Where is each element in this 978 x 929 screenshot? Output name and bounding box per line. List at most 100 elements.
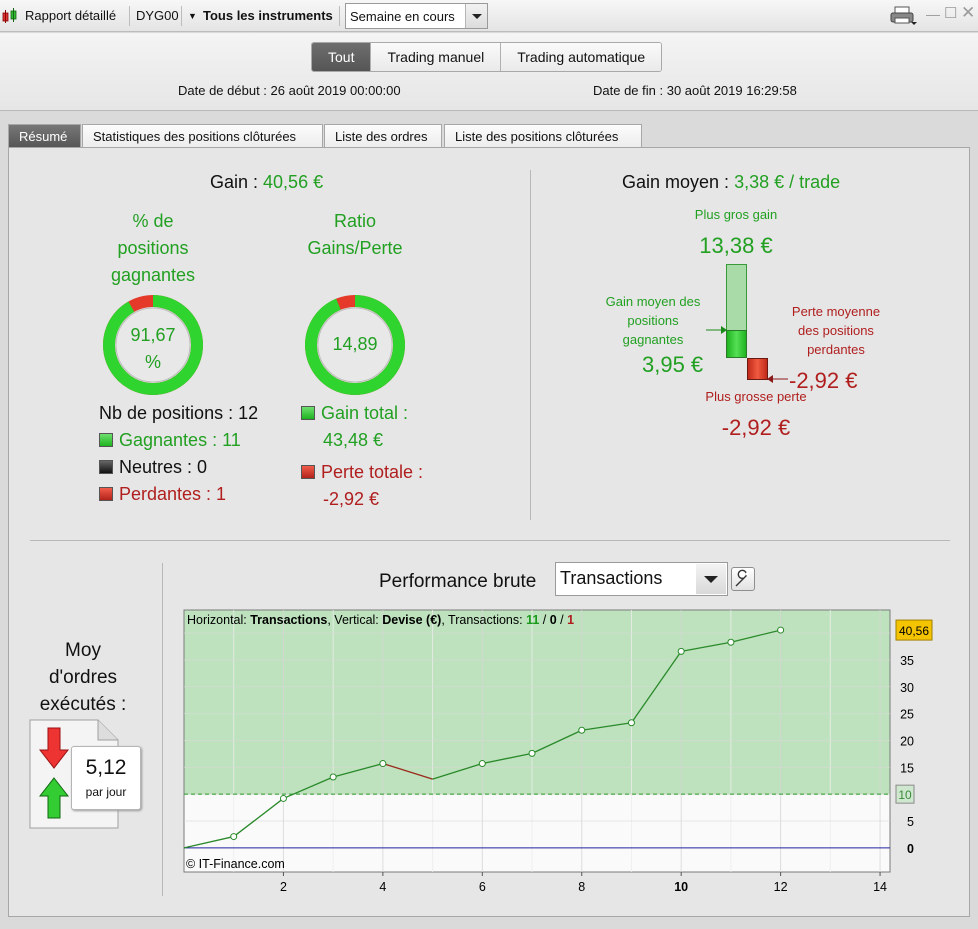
- tab-closed-positions[interactable]: Liste des positions clôturées: [444, 124, 642, 148]
- chart-credit: © IT-Finance.com: [186, 857, 285, 871]
- tab-closed-stats[interactable]: Statistiques des positions clôturées: [82, 124, 323, 148]
- green-square-icon: [301, 406, 315, 420]
- x-tick-label: 2: [280, 880, 287, 894]
- data-point: [777, 626, 785, 634]
- max-loss-label: Plus grosse perte: [705, 389, 807, 404]
- winners-count: Gagnantes : 11: [99, 430, 241, 451]
- performance-title: Performance brute: [379, 571, 537, 592]
- candlestick-icon: [2, 8, 17, 23]
- avg-loss-bar: [747, 358, 768, 380]
- avg-win-label: Gain moyen des positions gagnantes: [605, 294, 701, 347]
- red-square-icon: [301, 465, 315, 479]
- minimize-icon[interactable]: —: [926, 6, 940, 22]
- total-gain-label: Gain total :: [301, 403, 408, 424]
- period-select[interactable]: Semaine en cours: [345, 3, 488, 29]
- account-label[interactable]: DYG00: [136, 8, 179, 23]
- performance-select[interactable]: Transactions: [555, 562, 728, 596]
- performance-chart: 2 4 6 8 10 12 14 0 5 10 15 20 25 30 35 Horizontal: Tr…: [183, 609, 933, 894]
- close-icon[interactable]: ✕: [961, 3, 976, 22]
- gain-summary: Gain : 40,56 €: [210, 172, 323, 193]
- series-segment: [332, 762, 384, 778]
- gain-value: 40,56 €: [263, 172, 324, 192]
- max-gain-value: 13,38 €: [699, 233, 773, 258]
- max-loss-value: -2,92 €: [721, 415, 791, 440]
- chevron-down-icon[interactable]: [465, 4, 487, 28]
- y-tick-label: 25: [900, 708, 914, 722]
- series-segment: [581, 722, 632, 731]
- data-point: [627, 719, 635, 727]
- wrench-icon[interactable]: [731, 567, 755, 591]
- x-tick-label: 6: [479, 880, 486, 894]
- orders-value: 5,12: [85, 756, 127, 779]
- avg-loss-label: Perte moyenne des positions perdantes: [791, 304, 881, 357]
- gain-label: Gain :: [210, 172, 264, 192]
- series-segment: [730, 629, 781, 643]
- series-line: [183, 629, 781, 849]
- last-value-label: 40,56: [899, 624, 929, 638]
- ratio-arc: [305, 295, 405, 395]
- data-point: [727, 638, 735, 646]
- horizontal-divider: [30, 540, 950, 541]
- series-segment: [681, 641, 732, 652]
- x-tick-label: 10: [674, 880, 688, 894]
- series-segment: [382, 762, 433, 780]
- avg-win-value: 3,95 €: [642, 352, 704, 377]
- series-segment: [432, 762, 483, 780]
- data-point: [230, 833, 238, 841]
- vertical-divider: [162, 563, 163, 896]
- positions-count: Nb de positions : 12: [99, 403, 259, 423]
- grid: [184, 610, 890, 872]
- y-tick-label: 35: [900, 654, 914, 668]
- tab-summary[interactable]: Résumé: [8, 124, 81, 148]
- avg-gain-summary: Gain moyen : 3,38 € / trade: [622, 172, 840, 193]
- total-gain-value: 43,48 €: [323, 430, 384, 450]
- y-axis-ticks: 0 5 10 15 20 25 30 35: [895, 654, 915, 856]
- printer-icon[interactable]: [889, 5, 919, 27]
- red-square-icon: [99, 487, 113, 501]
- chevron-down-icon[interactable]: ▼: [188, 11, 197, 21]
- end-date: Date de fin : 30 août 2019 16:29:58: [593, 83, 797, 98]
- series-segment: [531, 729, 583, 754]
- profit-zone: [184, 610, 890, 795]
- data-point: [329, 773, 337, 781]
- data-point: [677, 647, 685, 655]
- instruments-dropdown[interactable]: Tous les instruments: [203, 8, 333, 23]
- total-loss-label: Perte totale :: [301, 462, 423, 483]
- performance-select-value: Transactions: [560, 568, 663, 588]
- threshold-badge: [895, 784, 915, 804]
- mode-tab-all[interactable]: Tout: [312, 43, 371, 71]
- win-percent-donut: [103, 295, 203, 395]
- y-tick-label: 10: [898, 788, 912, 802]
- mode-tab-manual[interactable]: Trading manuel: [370, 43, 501, 71]
- y-tick-label: 20: [900, 734, 914, 748]
- header-panel: Tout Trading manuel Trading automatique …: [0, 33, 978, 111]
- ratio-value: 14,89: [332, 334, 378, 354]
- series-segment: [630, 650, 682, 724]
- series-segment: [283, 776, 334, 800]
- neutral-count: Neutres : 0: [99, 457, 207, 478]
- vertical-divider: [530, 170, 531, 520]
- last-value-box: [895, 619, 933, 641]
- avg-loss-value: -2,92 €: [789, 368, 858, 393]
- max-gain-bar: [726, 264, 747, 330]
- win-arc: [103, 295, 203, 395]
- mode-tab-automatic[interactable]: Trading automatique: [500, 43, 662, 71]
- data-point: [478, 760, 486, 768]
- tab-orders[interactable]: Liste des ordres: [324, 124, 442, 148]
- y-tick-label: 15: [900, 761, 914, 775]
- win-percent-title: % de positions gagnantes: [110, 211, 196, 285]
- arrow-left-icon: [767, 375, 788, 383]
- x-tick-label: 12: [774, 880, 788, 894]
- y-tick-label: 5: [907, 815, 914, 829]
- orders-card: 5,12 par jour: [71, 746, 141, 810]
- series-points: [230, 626, 785, 841]
- maximize-icon[interactable]: ☐: [944, 5, 958, 22]
- green-square-icon: [99, 433, 113, 447]
- data-point: [578, 726, 586, 734]
- series-segment: [233, 797, 284, 838]
- chevron-down-icon[interactable]: [696, 564, 726, 594]
- y-tick-label: 30: [900, 681, 914, 695]
- data-point: [528, 749, 536, 757]
- avg-gain-label: Gain moyen :: [622, 172, 735, 192]
- period-select-value: Semaine en cours: [350, 9, 455, 24]
